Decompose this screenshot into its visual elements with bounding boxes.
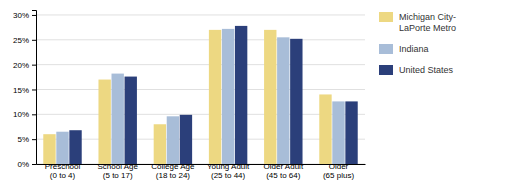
y-tick: 10% bbox=[13, 110, 36, 119]
bar bbox=[222, 29, 234, 164]
x-tick-label: School Age(5 to 17) bbox=[97, 162, 138, 180]
bars bbox=[43, 26, 357, 164]
legend-label: United States bbox=[399, 65, 454, 75]
x-tick-label: Older Adult(45 to 64) bbox=[264, 162, 304, 180]
y-tick: 25% bbox=[13, 36, 36, 45]
x-tick: Young Adult(25 to 44) bbox=[207, 162, 250, 180]
bar bbox=[209, 30, 221, 164]
y-tick-label: 30% bbox=[13, 11, 29, 20]
x-tick-label-line: (0 to 4) bbox=[50, 171, 76, 180]
grid bbox=[36, 15, 365, 164]
bar bbox=[235, 26, 247, 164]
legend-swatch bbox=[379, 65, 393, 75]
y-axis-line bbox=[32, 11, 37, 165]
x-tick-label: Older(65 plus) bbox=[323, 162, 354, 180]
bar-series bbox=[69, 26, 357, 164]
legend-label-line: Michigan City- bbox=[399, 12, 456, 22]
x-tick-label: Preschool(0 to 4) bbox=[45, 162, 81, 180]
bar bbox=[180, 115, 192, 164]
x-axis: Preschool(0 to 4) School Age(5 to 17) Coll… bbox=[37, 162, 366, 180]
y-tick-label: 25% bbox=[13, 36, 29, 45]
y-tick-label: 20% bbox=[13, 61, 29, 70]
grid-line bbox=[36, 39, 365, 40]
bar bbox=[69, 130, 81, 164]
bar bbox=[43, 134, 55, 164]
y-tick-label: 10% bbox=[13, 110, 29, 119]
bar bbox=[56, 132, 68, 164]
x-tick-label-line: Older bbox=[329, 162, 349, 171]
grid-line bbox=[36, 114, 365, 115]
bar-series bbox=[43, 30, 331, 164]
y-tick-label: 0% bbox=[17, 160, 29, 169]
bar bbox=[167, 116, 179, 164]
bar bbox=[125, 77, 137, 164]
y-tick: 15% bbox=[13, 86, 36, 95]
legend: Michigan City-LaPorte Metro Indiana United… bbox=[379, 12, 456, 75]
bar bbox=[112, 74, 124, 164]
x-tick-label-line: College Age bbox=[151, 162, 195, 171]
y-tick: 0% bbox=[17, 160, 36, 169]
grid-line bbox=[36, 14, 365, 15]
bar bbox=[332, 101, 344, 164]
bar bbox=[319, 94, 331, 164]
x-tick-label-line: Young Adult bbox=[207, 162, 250, 171]
y-tick-label: 5% bbox=[17, 135, 29, 144]
y-tick-mark bbox=[32, 40, 36, 41]
grid-line bbox=[36, 64, 365, 65]
legend-swatch bbox=[379, 44, 393, 54]
y-tick-mark bbox=[32, 114, 36, 115]
legend-label-line: United States bbox=[399, 65, 454, 75]
legend-item: Michigan City-LaPorte Metro bbox=[379, 12, 456, 33]
x-tick-label-line: (18 to 24) bbox=[156, 171, 191, 180]
grid-line bbox=[36, 139, 365, 140]
y-tick: 5% bbox=[17, 135, 36, 144]
x-tick-label-line: (65 plus) bbox=[323, 171, 354, 180]
bar bbox=[290, 39, 302, 164]
x-tick: School Age(5 to 17) bbox=[97, 162, 138, 180]
x-tick-label-line: (5 to 17) bbox=[103, 171, 133, 180]
grid-line bbox=[36, 89, 365, 90]
x-tick: Older(65 plus) bbox=[323, 162, 354, 180]
legend-label-line: Indiana bbox=[399, 44, 429, 54]
bar bbox=[98, 80, 110, 164]
y-tick-mark bbox=[32, 15, 36, 16]
legend-item: United States bbox=[379, 65, 454, 75]
bar bbox=[264, 30, 276, 164]
x-tick-label-line: Older Adult bbox=[264, 162, 304, 171]
y-tick-label: 15% bbox=[13, 86, 29, 95]
y-tick-mark bbox=[32, 139, 36, 140]
bar-series bbox=[56, 29, 344, 164]
x-tick-label: College Age(18 to 24) bbox=[151, 162, 195, 180]
x-tick-label: Young Adult(25 to 44) bbox=[207, 162, 250, 180]
bar bbox=[154, 124, 166, 164]
grid-line bbox=[36, 164, 365, 165]
x-tick: College Age(18 to 24) bbox=[151, 162, 195, 180]
x-tick-label-line: (25 to 44) bbox=[211, 171, 246, 180]
x-tick: Preschool(0 to 4) bbox=[45, 162, 81, 180]
x-axis-line bbox=[37, 164, 366, 165]
y-axis: 0% 5% 10% 15% 20% 25% 30% bbox=[13, 11, 37, 170]
legend-item: Indiana bbox=[379, 44, 429, 54]
x-tick-label-line: (45 to 64) bbox=[266, 171, 301, 180]
legend-label: Indiana bbox=[399, 44, 429, 54]
legend-swatch bbox=[379, 12, 393, 22]
y-tick: 20% bbox=[13, 61, 36, 70]
legend-label-line: LaPorte Metro bbox=[399, 23, 456, 33]
bar bbox=[345, 101, 357, 164]
x-tick-label-line: School Age bbox=[97, 162, 138, 171]
chart: 0% 5% 10% 15% 20% 25% 30% Preschool(0 to 4) Scho… bbox=[0, 0, 515, 194]
y-tick: 30% bbox=[13, 11, 36, 20]
y-tick-mark bbox=[32, 164, 36, 165]
bar bbox=[277, 37, 289, 164]
x-tick-label-line: Preschool bbox=[45, 162, 81, 171]
y-tick-mark bbox=[32, 65, 36, 66]
x-tick: Older Adult(45 to 64) bbox=[264, 162, 304, 180]
y-tick-mark bbox=[32, 89, 36, 90]
legend-label: Michigan City-LaPorte Metro bbox=[399, 12, 456, 33]
